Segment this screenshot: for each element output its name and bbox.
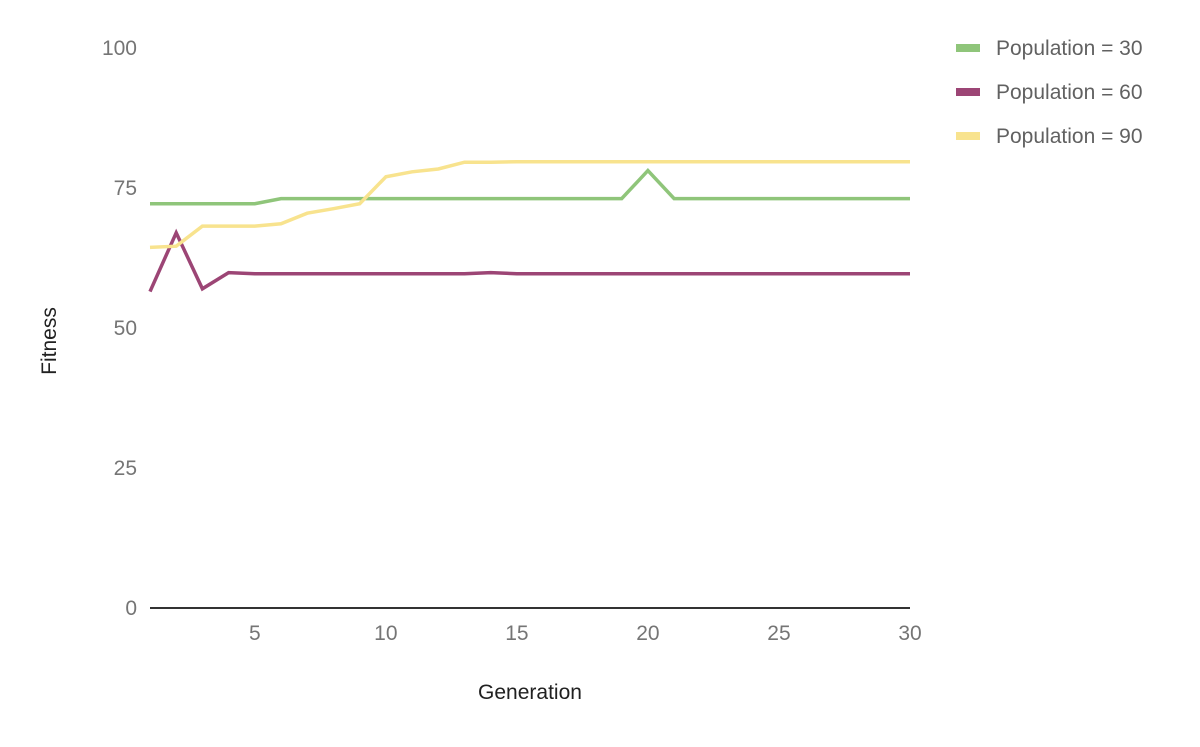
- y-tick-label: 100: [102, 37, 137, 60]
- series-lines: [148, 159, 910, 293]
- x-axis-title: Generation: [478, 681, 582, 704]
- x-tick-label: 25: [767, 622, 790, 645]
- x-tick-label: 30: [898, 622, 921, 645]
- series-line-2: [148, 228, 910, 293]
- x-tick-label: 5: [249, 622, 261, 645]
- y-tick-label: 25: [114, 457, 137, 480]
- legend: Population = 30 Population = 60 Population…: [956, 37, 1143, 148]
- legend-label-1: Population = 30: [996, 37, 1143, 60]
- x-tick-label: 15: [505, 622, 528, 645]
- y-axis-ticks: 0 25 50 75 100: [102, 37, 137, 620]
- x-tick-label: 10: [374, 622, 397, 645]
- legend-swatch-1: [956, 44, 980, 52]
- y-tick-label: 75: [114, 177, 137, 200]
- y-tick-label: 0: [125, 597, 137, 620]
- x-tick-label: 20: [636, 622, 659, 645]
- series-line-1: [150, 168, 910, 206]
- legend-label-3: Population = 90: [996, 125, 1143, 148]
- legend-swatch-3: [956, 132, 980, 140]
- series-line-3: [149, 159, 910, 250]
- y-axis-title: Fitness: [38, 307, 61, 375]
- y-tick-label: 50: [114, 317, 137, 340]
- legend-swatch-2: [956, 88, 980, 96]
- x-axis-ticks: 5 10 15 20 25 30: [249, 622, 922, 645]
- legend-label-2: Population = 60: [996, 81, 1143, 104]
